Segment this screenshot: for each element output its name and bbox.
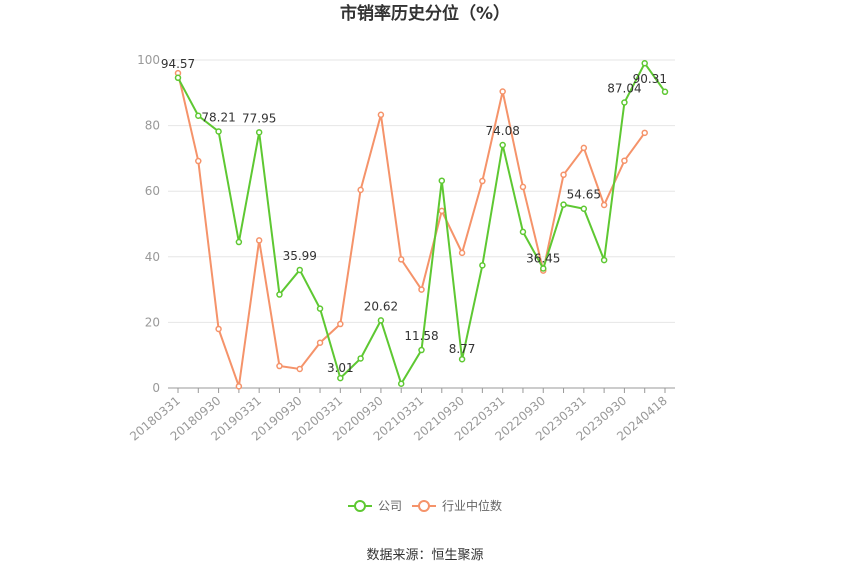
data-point-industry[interactable] [357, 186, 364, 194]
data-point-industry[interactable] [337, 320, 344, 328]
data-point-company[interactable] [195, 112, 202, 120]
data-label: 8.77 [449, 342, 476, 356]
data-label: 94.57 [161, 57, 195, 71]
series-line-industry [177, 72, 646, 387]
data-point-company[interactable] [580, 205, 588, 212]
data-point-industry[interactable] [519, 183, 527, 191]
data-point-company[interactable] [255, 129, 263, 136]
data-point-industry[interactable] [418, 286, 425, 293]
data-point-company[interactable] [458, 355, 466, 363]
data-point-company[interactable] [397, 380, 405, 387]
data-point-industry[interactable] [276, 362, 283, 370]
data-point-company[interactable] [438, 177, 446, 184]
data-point-company[interactable] [316, 305, 324, 312]
data-point-company[interactable] [600, 256, 608, 264]
data-point-company[interactable] [499, 141, 506, 149]
data-point-industry[interactable] [621, 157, 628, 164]
data-point-industry[interactable] [641, 129, 648, 137]
data-point-industry[interactable] [296, 365, 303, 373]
data-label: 11.58 [404, 329, 438, 343]
data-label: 36.45 [526, 251, 560, 265]
data-point-company[interactable] [357, 355, 364, 362]
chart-title: 市销率历史分位（%） [340, 3, 510, 24]
legend-industry-marker [418, 500, 430, 512]
y-tick-label: 0 [152, 381, 160, 395]
legend[interactable]: 公司 行业中位数 [348, 498, 502, 513]
source-text: 数据来源：恒生聚源 [366, 548, 483, 563]
y-tick-label: 60 [145, 184, 160, 198]
data-point-industry[interactable] [397, 256, 405, 263]
data-point-company[interactable] [560, 201, 567, 208]
data-point-industry[interactable] [479, 177, 486, 185]
data-point-company[interactable] [519, 228, 527, 236]
data-point-company[interactable] [479, 262, 486, 269]
legend-company-label: 公司 [378, 499, 402, 513]
data-point-company[interactable] [235, 238, 243, 246]
data-point-company[interactable] [215, 128, 222, 135]
legend-item-company[interactable]: 公司 [348, 499, 402, 513]
data-point-industry[interactable] [458, 249, 466, 257]
data-label: 3.01 [327, 361, 354, 375]
data-point-industry[interactable] [499, 88, 506, 95]
data-point-company[interactable] [296, 266, 303, 274]
y-tick-label: 80 [145, 119, 160, 133]
data-point-industry[interactable] [235, 383, 243, 390]
data-label: 74.08 [485, 124, 519, 138]
data-label: 54.65 [567, 188, 601, 202]
data-point-industry[interactable] [580, 144, 588, 152]
data-point-company[interactable] [621, 99, 628, 106]
y-tick-label: 40 [145, 250, 160, 264]
data-point-industry[interactable] [377, 111, 385, 119]
legend-industry-label: 行业中位数 [442, 498, 502, 513]
data-point-company[interactable] [276, 291, 283, 298]
data-point-company[interactable] [337, 374, 344, 382]
data-label: 78.21 [201, 110, 235, 124]
data-point-industry[interactable] [316, 339, 324, 346]
data-point-industry[interactable] [560, 171, 567, 179]
series-layer [174, 60, 669, 390]
data-label: 90.31 [633, 72, 667, 86]
legend-company-marker [354, 500, 366, 512]
data-label: 77.95 [242, 111, 276, 125]
data-point-company[interactable] [174, 74, 182, 82]
data-point-industry[interactable] [255, 237, 263, 244]
data-point-industry[interactable] [215, 325, 222, 333]
y-tick-label: 20 [145, 315, 160, 329]
data-point-company[interactable] [377, 317, 385, 324]
data-label: 20.62 [364, 299, 398, 313]
data-point-company[interactable] [540, 265, 547, 272]
data-point-industry[interactable] [195, 157, 202, 165]
data-point-company[interactable] [641, 60, 648, 67]
label-layer: 94.57 78.21 77.95 35.99 3.01 20.62 11.58 8.77 74… [161, 57, 667, 375]
data-point-industry[interactable] [438, 207, 446, 215]
data-label: 87.04 [607, 82, 641, 96]
grid-layer [168, 59, 675, 323]
legend-item-industry[interactable]: 行业中位数 [412, 498, 502, 513]
data-point-company[interactable] [661, 88, 669, 96]
y-tick-label: 100 [137, 53, 160, 67]
data-point-company[interactable] [418, 346, 425, 354]
data-label: 35.99 [283, 249, 317, 263]
data-point-industry[interactable] [600, 201, 608, 209]
